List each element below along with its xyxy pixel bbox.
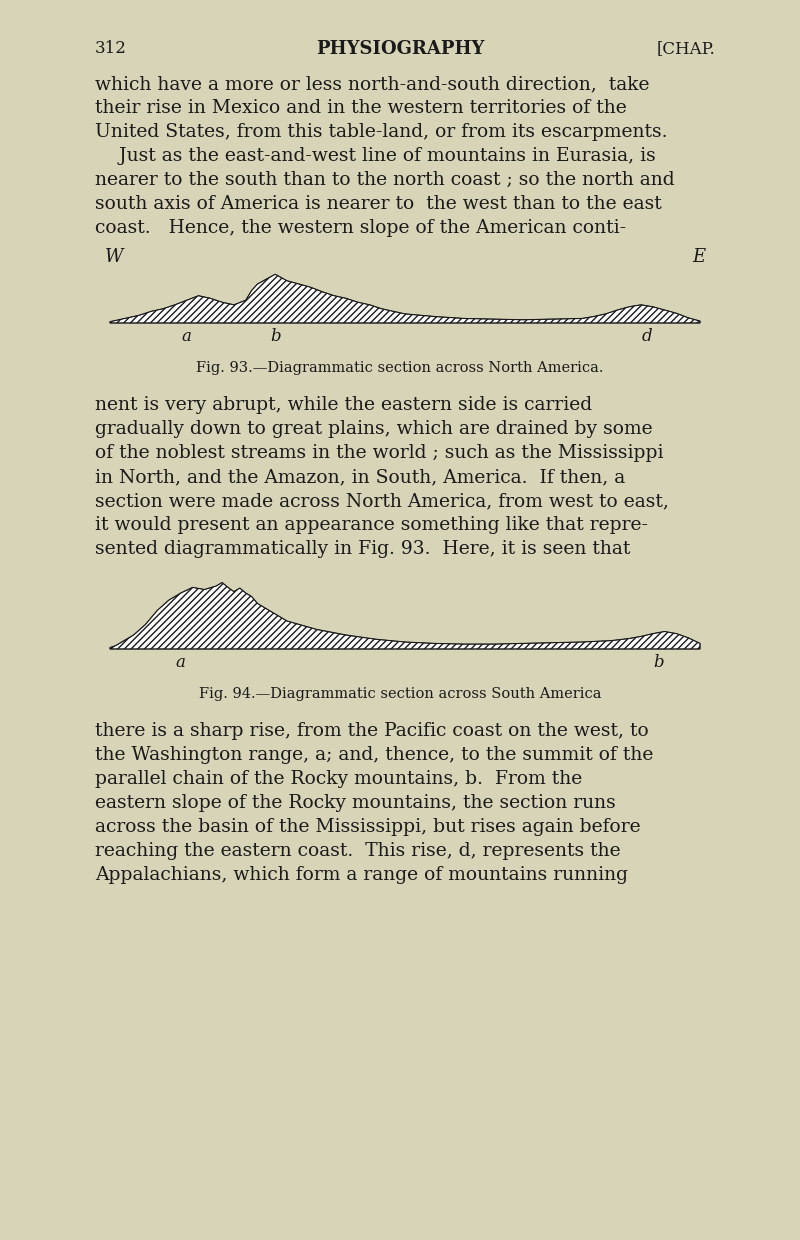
Text: their rise in Mexico and in the western territories of the: their rise in Mexico and in the western …	[95, 99, 626, 117]
Text: b: b	[270, 329, 281, 345]
Text: which have a more or less north-and-south direction,  take: which have a more or less north-and-sout…	[95, 74, 650, 93]
Polygon shape	[110, 274, 700, 322]
Text: nearer to the south than to the north coast ; so the north and: nearer to the south than to the north co…	[95, 171, 674, 188]
Text: section were made across North America, from west to east,: section were made across North America, …	[95, 492, 669, 510]
Text: PHYSIOGRAPHY: PHYSIOGRAPHY	[316, 40, 484, 58]
Text: b: b	[654, 653, 664, 671]
Text: Fig. 93.—Diagrammatic section across North America.: Fig. 93.—Diagrammatic section across Nor…	[196, 361, 604, 374]
Text: reaching the eastern coast.  This rise, d, represents the: reaching the eastern coast. This rise, d…	[95, 842, 621, 861]
Polygon shape	[110, 583, 700, 649]
Text: nent is very abrupt, while the eastern side is carried: nent is very abrupt, while the eastern s…	[95, 396, 592, 414]
Text: gradually down to great plains, which are drained by some: gradually down to great plains, which ar…	[95, 420, 653, 438]
Text: eastern slope of the Rocky mountains, the section runs: eastern slope of the Rocky mountains, th…	[95, 794, 616, 812]
Text: d: d	[642, 329, 652, 345]
Text: Just as the east-and-west line of mountains in Eurasia, is: Just as the east-and-west line of mounta…	[95, 148, 656, 165]
Text: the Washington range, a; and, thence, to the summit of the: the Washington range, a; and, thence, to…	[95, 746, 654, 764]
Text: W: W	[105, 248, 123, 267]
Text: in North, and the Amazon, in South, America.  If then, a: in North, and the Amazon, in South, Amer…	[95, 467, 626, 486]
Text: 312: 312	[95, 40, 127, 57]
Text: Appalachians, which form a range of mountains running: Appalachians, which form a range of moun…	[95, 866, 628, 884]
Text: United States, from this table-land, or from its escarpments.: United States, from this table-land, or …	[95, 123, 667, 141]
Text: coast.   Hence, the western slope of the American conti-: coast. Hence, the western slope of the A…	[95, 219, 626, 237]
Text: across the basin of the Mississippi, but rises again before: across the basin of the Mississippi, but…	[95, 818, 641, 836]
Text: sented diagrammatically in Fig. 93.  Here, it is seen that: sented diagrammatically in Fig. 93. Here…	[95, 539, 630, 558]
Text: there is a sharp rise, from the Pacific coast on the west, to: there is a sharp rise, from the Pacific …	[95, 722, 649, 740]
Text: it would present an appearance something like that repre-: it would present an appearance something…	[95, 516, 648, 534]
Text: E: E	[692, 248, 705, 267]
Text: of the noblest streams in the world ; such as the Mississippi: of the noblest streams in the world ; su…	[95, 444, 663, 463]
Text: Fig. 94.—Diagrammatic section across South America: Fig. 94.—Diagrammatic section across Sou…	[198, 687, 602, 701]
Text: a: a	[182, 329, 192, 345]
Text: south axis of America is nearer to  the west than to the east: south axis of America is nearer to the w…	[95, 195, 662, 213]
Text: parallel chain of the Rocky mountains, b.  From the: parallel chain of the Rocky mountains, b…	[95, 770, 582, 787]
Text: a: a	[176, 653, 186, 671]
Text: [CHAP.: [CHAP.	[656, 40, 715, 57]
